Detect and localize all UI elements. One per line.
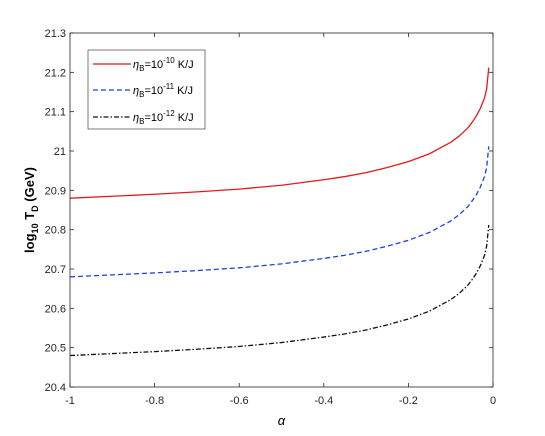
- y-tick-label: 20.5: [45, 343, 66, 355]
- x-tick-label: -0.4: [314, 395, 333, 407]
- legend-entry-1: ηB=10-10 K/J: [93, 56, 194, 73]
- y-tick-label: 21.2: [45, 67, 66, 79]
- y-tick-label: 20.4: [45, 382, 66, 394]
- legend-entry-3: ηB=10-12 K/J: [93, 109, 194, 126]
- legend-entry-2: ηB=10-11 K/J: [93, 82, 193, 99]
- y-tick-label: 21.3: [45, 28, 66, 40]
- x-tick-label: -0.6: [230, 395, 249, 407]
- series-line-1: [69, 67, 490, 199]
- axes-box: [69, 32, 494, 388]
- y-ticks: 20.4 20.5 20.6 20.7 20.8 20.9 21 21.1 21.2 21.3: [45, 28, 493, 394]
- legend-label-3: ηB=10-12 K/J: [133, 109, 194, 126]
- y-axis-title-rest: (GeV): [22, 167, 37, 205]
- x-tick-label: -0.2: [399, 395, 418, 407]
- x-tick-label: -1: [65, 395, 75, 407]
- y-axis-title: log10 TD (GeV): [22, 167, 40, 253]
- y-tick-label: 21.1: [45, 107, 66, 119]
- legend-label-1: ηB=10-10 K/J: [133, 56, 194, 73]
- y-tick-label: 20.7: [45, 264, 66, 276]
- y-tick-label: 20.8: [45, 225, 66, 237]
- legend-box: [87, 49, 206, 130]
- y-tick-label: 20.9: [45, 185, 66, 197]
- x-tick-label: -0.8: [145, 395, 164, 407]
- x-ticks: -1 -0.8 -0.6 -0.4 -0.2 0: [65, 33, 496, 407]
- x-axis-title: α: [278, 413, 286, 428]
- y-axis-title-sub2: D: [30, 205, 40, 212]
- series-layer: [69, 67, 490, 357]
- y-axis-title-mid: T: [22, 212, 37, 224]
- legend-label-2: ηB=10-11 K/J: [133, 82, 193, 99]
- y-tick-label: 21: [54, 146, 66, 158]
- y-axis-title-base: log: [22, 233, 37, 253]
- y-axis-title-sub1: 10: [30, 223, 40, 233]
- series-line-3: [69, 224, 490, 357]
- x-tick-label: 0: [490, 395, 496, 407]
- legend: ηB=10-10 K/J ηB=10-11 K/J ηB=10-12 K/J: [87, 49, 206, 130]
- y-tick-label: 20.6: [45, 303, 66, 315]
